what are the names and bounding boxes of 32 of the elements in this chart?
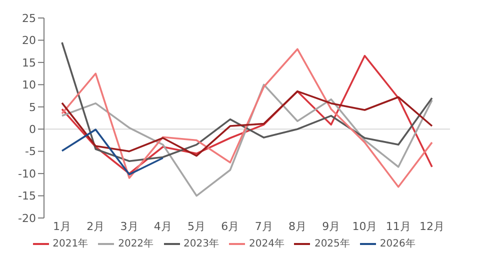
x-tick-label: 9月	[322, 220, 340, 233]
legend-label: 2023年	[184, 238, 219, 250]
y-tick-label: 20	[22, 34, 36, 48]
x-tick-label: 1月	[53, 220, 71, 233]
y-tick-label: -15	[18, 190, 36, 203]
line-series	[61, 128, 164, 176]
legend-label: 2022年	[118, 238, 154, 250]
x-tick-label: 12月	[420, 220, 444, 233]
y-tick-label: 5	[29, 100, 36, 114]
legend-label: 2025年	[314, 238, 350, 250]
y-tick-label: 10	[22, 78, 36, 92]
y-tick-label: 25	[22, 12, 36, 25]
x-tick-label: 3月	[120, 220, 138, 233]
x-tick-label: 5月	[188, 220, 206, 233]
legend-label: 2024年	[249, 238, 284, 250]
line-series	[61, 84, 433, 197]
y-tick-label: -10	[18, 167, 36, 180]
x-tick-label: 11月	[386, 220, 411, 233]
x-tick-label: 2月	[86, 220, 105, 233]
line-series	[61, 90, 433, 157]
x-tick-label: 7月	[254, 220, 273, 233]
y-tick-label: -5	[25, 145, 36, 158]
y-tick-label: -20	[18, 212, 36, 225]
x-tick-label: 10月	[352, 220, 378, 233]
legend-label: 2021年	[52, 238, 88, 250]
x-tick-label: 4月	[154, 220, 172, 233]
y-tick-label: 15	[22, 56, 36, 70]
x-tick-label: 6月	[221, 220, 240, 233]
line-series	[61, 42, 433, 162]
x-tick-label: 8月	[288, 220, 306, 233]
legend-label: 2026年	[380, 238, 416, 250]
y-tick-label: 0	[29, 123, 36, 136]
